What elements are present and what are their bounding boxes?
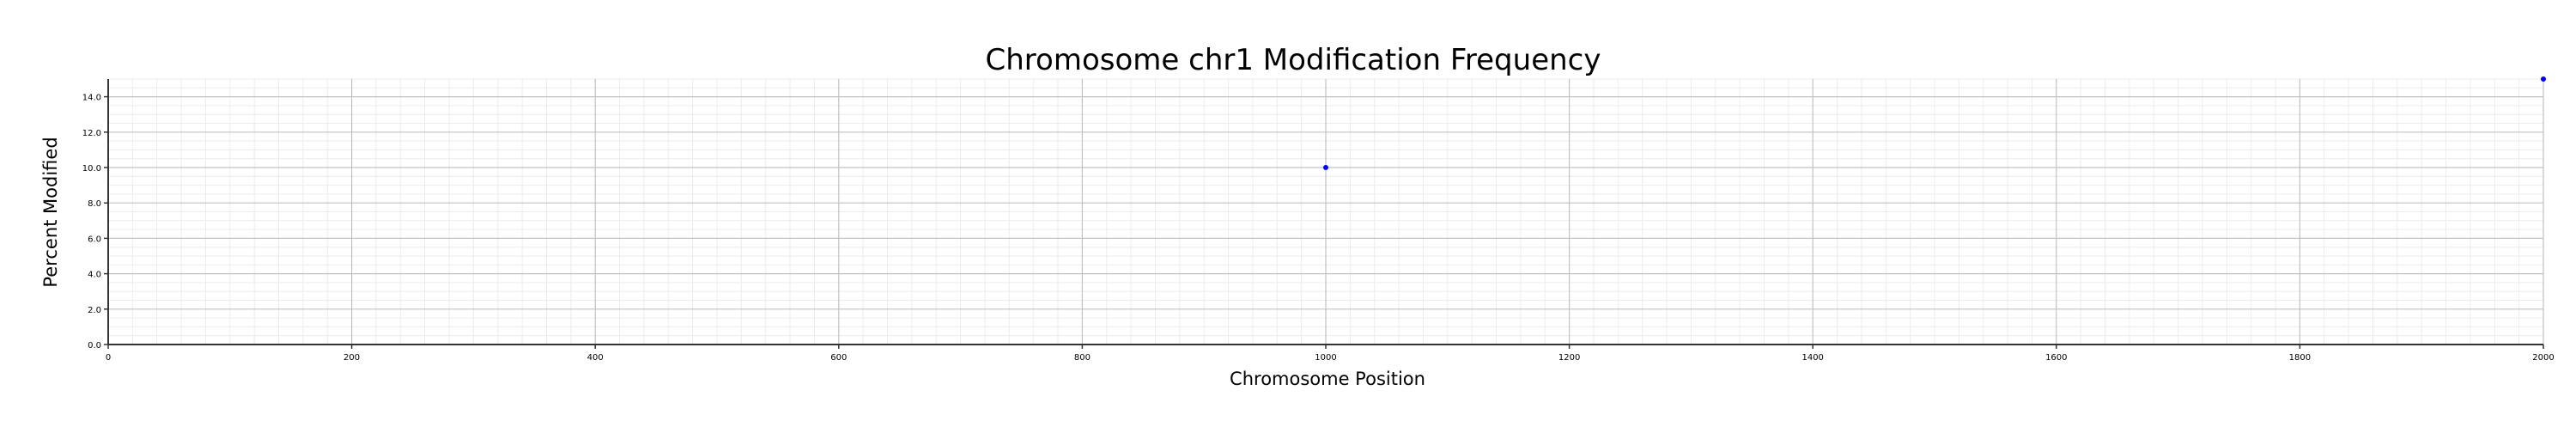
x-axis-label: Chromosome Position — [1230, 369, 1425, 389]
chart-title: Chromosome chr1 Modification Frequency — [986, 43, 1601, 77]
x-tick-label: 600 — [830, 353, 847, 363]
y-tick-label: 8.0 — [88, 199, 101, 209]
y-tick-label: 2.0 — [88, 306, 101, 315]
x-tick-label: 1200 — [1558, 353, 1580, 363]
x-tick-label: 1600 — [2045, 353, 2067, 363]
x-tick-label: 0 — [106, 353, 111, 363]
x-tick-label: 800 — [1074, 353, 1091, 363]
y-tick-label: 4.0 — [88, 271, 101, 280]
plot-area: 0 200 400 600 800 1000 1200 1400 1600 1800 2000 0.0… — [82, 76, 2555, 363]
y-tick-label: 6.0 — [88, 235, 101, 244]
y-tick-label: 12.0 — [82, 129, 101, 138]
y-axis-label: Percent Modified — [40, 137, 61, 287]
x-tick-label: 1000 — [1315, 353, 1336, 363]
x-tick-label: 2000 — [2532, 353, 2554, 363]
y-tick-label: 10.0 — [82, 164, 101, 174]
x-tick-label: 1800 — [2289, 353, 2311, 363]
y-tick-label: 0.0 — [88, 341, 101, 351]
y-tick-label: 14.0 — [82, 94, 101, 103]
data-point — [1323, 165, 1328, 170]
x-tick-label: 200 — [343, 353, 360, 363]
x-tick-label: 400 — [587, 353, 604, 363]
x-tick-label: 1400 — [1801, 353, 1823, 363]
data-point — [2541, 76, 2546, 82]
